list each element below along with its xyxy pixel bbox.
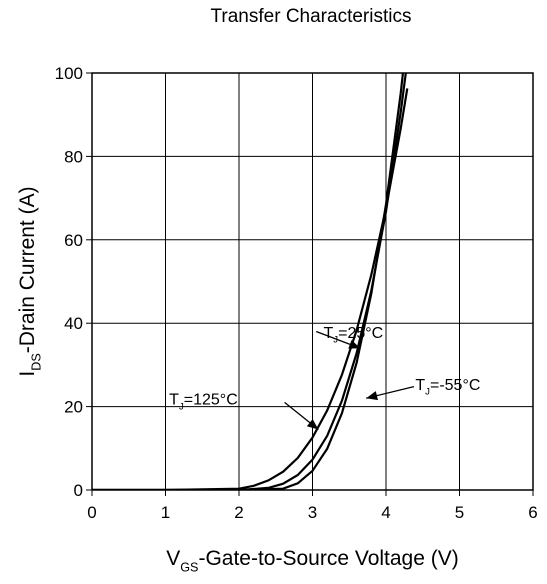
y-tick-label: 0 [74,481,83,500]
series-line [92,73,405,490]
annotation-label: TJ=-55°C [415,377,480,398]
chart-title: Transfer Characteristics [211,6,412,27]
annotation-arrowhead [348,339,361,349]
axis-labels: VGS-Gate-to-Source Voltage (V) IDS-Drain … [16,186,459,574]
annotations: TJ=25°C TJ=125°C TJ=-55°C [169,325,480,431]
y-tick-label: 40 [64,314,83,333]
y-tick-label: 20 [64,398,83,417]
annotation-arrowhead [306,418,319,430]
x-tick-label: 2 [234,503,243,522]
x-tick-label: 0 [87,503,96,522]
y-axis-label: IDS-Drain Current (A) [16,186,43,376]
annotation-label: TJ=25°C [324,325,384,346]
x-tick-label: 5 [455,503,464,522]
y-tick-label: 100 [55,64,83,83]
series-line [92,88,409,490]
y-tick-label: 60 [64,231,83,250]
annotation-arrowhead [366,391,379,401]
x-tick-label: 4 [381,503,390,522]
y-tick-label: 80 [64,147,83,166]
annotation-label: TJ=125°C [169,392,238,413]
x-axis-label: VGS-Gate-to-Source Voltage (V) [166,547,459,574]
x-tick-label: 6 [528,503,537,522]
x-tick-label: 1 [161,503,170,522]
series-line [92,73,407,490]
series-group [92,73,409,490]
x-tick-label: 3 [308,503,317,522]
